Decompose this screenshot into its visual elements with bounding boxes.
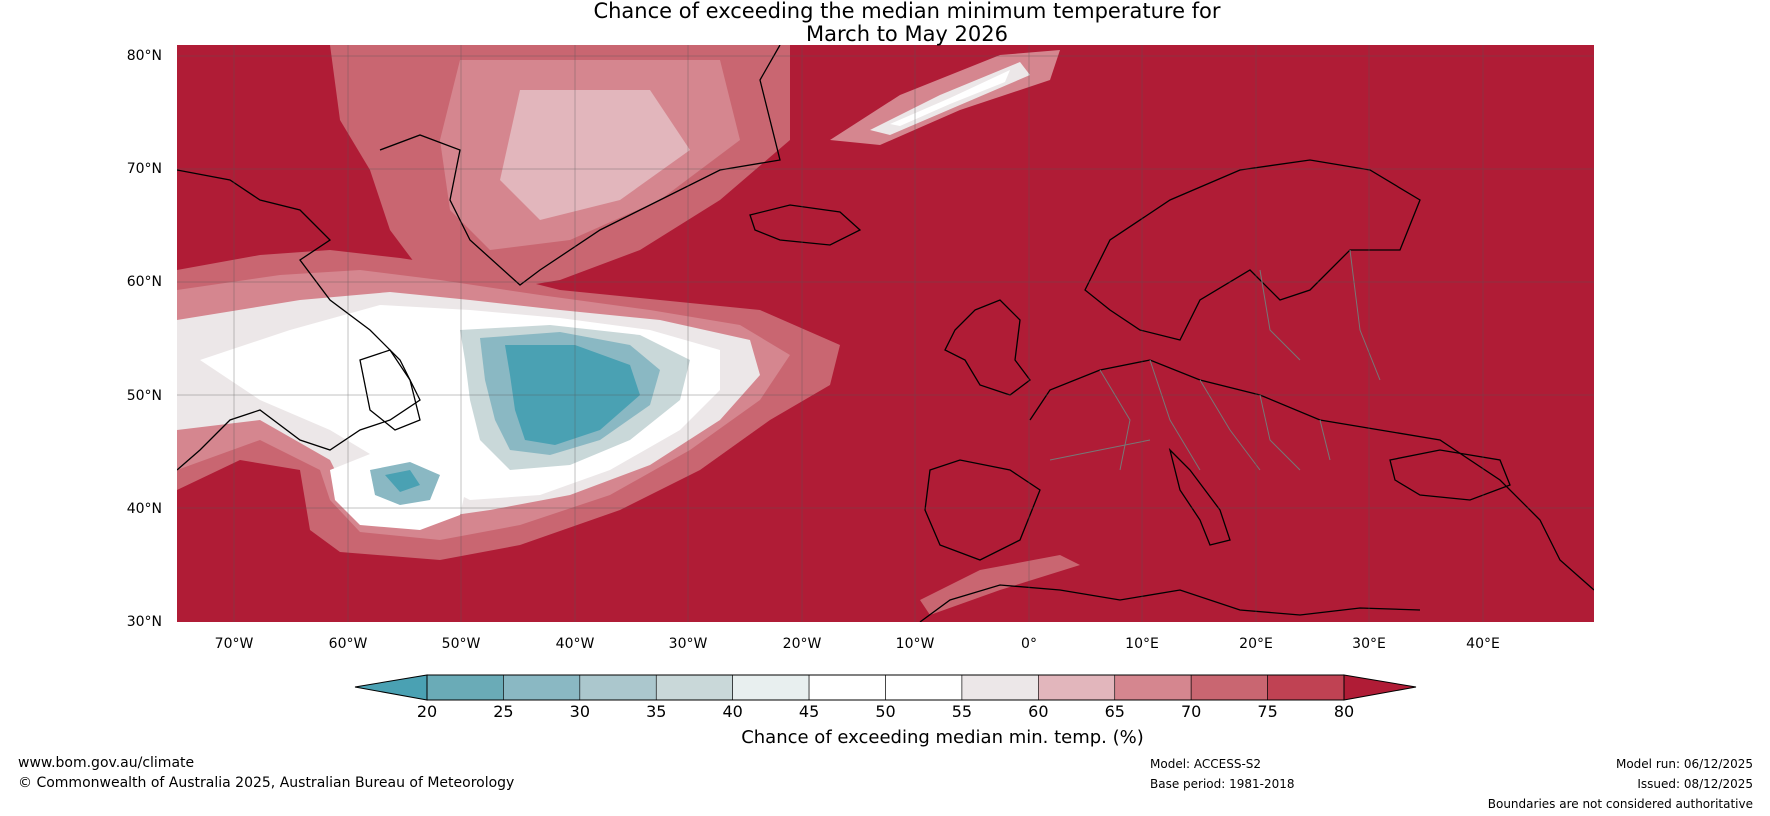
colorbar-tick-label: 50: [875, 702, 896, 721]
colorbar-segment: [579, 674, 657, 701]
colorbar-tick-label: 40: [722, 702, 743, 721]
lat-label-30: 30°N: [126, 614, 162, 630]
colorbar-frame: [426, 674, 1345, 701]
website-link[interactable]: www.bom.gov.au/climate: [18, 755, 195, 771]
lat-label-60: 60°N: [126, 274, 162, 290]
lon-label-30e: 30°E: [1352, 636, 1386, 652]
lon-label-10e: 10°E: [1125, 636, 1159, 652]
colorbar-tick-label: 35: [646, 702, 667, 721]
greenland-coast: [379, 45, 781, 286]
colorbar-label: Chance of exceeding median min. temp. (%…: [741, 727, 1144, 748]
colorbar-tick-label: 80: [1333, 702, 1355, 721]
colorbar-segment: [961, 674, 1039, 701]
lon-label-0: 0°: [1021, 636, 1037, 652]
africa-coast: [919, 584, 1421, 622]
colorbar-tick-label: 55: [951, 702, 973, 721]
lon-label-70w: 70°W: [214, 636, 254, 652]
model-run-date: Model run: 06/12/2025: [1615, 757, 1753, 771]
lon-label-20e: 20°E: [1239, 636, 1273, 652]
colorbar-segment: [885, 674, 963, 701]
colorbar-segment: [732, 674, 810, 701]
colorbar-tick-label: 65: [1104, 702, 1125, 721]
lon-label-10w: 10°W: [895, 636, 935, 652]
lat-label-70: 70°N: [126, 161, 162, 177]
borders: [1049, 249, 1381, 471]
newfoundland: [359, 349, 421, 431]
lon-label-40e: 40°E: [1466, 636, 1500, 652]
greenland-light: [500, 90, 690, 220]
colorbar-segment: [655, 674, 733, 701]
colorbar-segment: [503, 674, 581, 701]
iberia: [924, 459, 1041, 561]
graticule: [177, 45, 1594, 622]
colorbar-high-extend: [1343, 674, 1417, 701]
colorbar-tick-label: 20: [416, 702, 438, 721]
copyright-text: © Commonwealth of Australia 2025, Austra…: [18, 775, 515, 791]
issued-date: Issued: 08/12/2025: [1637, 777, 1753, 791]
disclaimer-text: Boundaries are not considered authoritat…: [1487, 797, 1753, 811]
lat-label-40: 40°N: [126, 501, 162, 517]
south-blob-teal: [385, 470, 420, 492]
colorbar-segment: [808, 674, 886, 701]
colorbar-segment: [1267, 674, 1345, 701]
colorbar-tick-label: 30: [569, 702, 590, 721]
colorbar-segment: [426, 674, 504, 701]
lat-label-80: 80°N: [126, 48, 162, 64]
lat-label-50: 50°N: [126, 388, 162, 404]
colorbar-low-extend: [354, 674, 428, 701]
italy: [1168, 447, 1231, 546]
chart-title-line2: March to May 2026: [806, 22, 1008, 46]
colorbar-segment: [1190, 674, 1268, 701]
lon-label-20w: 20°W: [782, 636, 822, 652]
lon-label-40w: 40°W: [555, 636, 595, 652]
colorbar-segment: [1038, 674, 1116, 701]
colorbar-tick-label: 70: [1180, 702, 1202, 721]
model-name: Model: ACCESS-S2: [1150, 757, 1262, 771]
base-period: Base period: 1981-2018: [1150, 777, 1295, 791]
lon-label-50w: 50°W: [441, 636, 481, 652]
colorbar-segment: [1114, 674, 1192, 701]
iceland: [749, 204, 862, 246]
colorbar-tick-label: 75: [1257, 702, 1278, 721]
lon-label-60w: 60°W: [328, 636, 368, 652]
black-sea: [1389, 449, 1511, 501]
colorbar-tick-label: 45: [798, 702, 820, 721]
fram-streak-white: [890, 70, 1010, 126]
colorbar-tick-label: 25: [493, 702, 514, 721]
colorbar: [354, 674, 1417, 701]
lon-label-30w: 30°W: [668, 636, 708, 652]
chart-title-line1: Chance of exceeding the median minimum t…: [593, 0, 1221, 23]
colorbar-tick-label: 60: [1028, 702, 1049, 721]
